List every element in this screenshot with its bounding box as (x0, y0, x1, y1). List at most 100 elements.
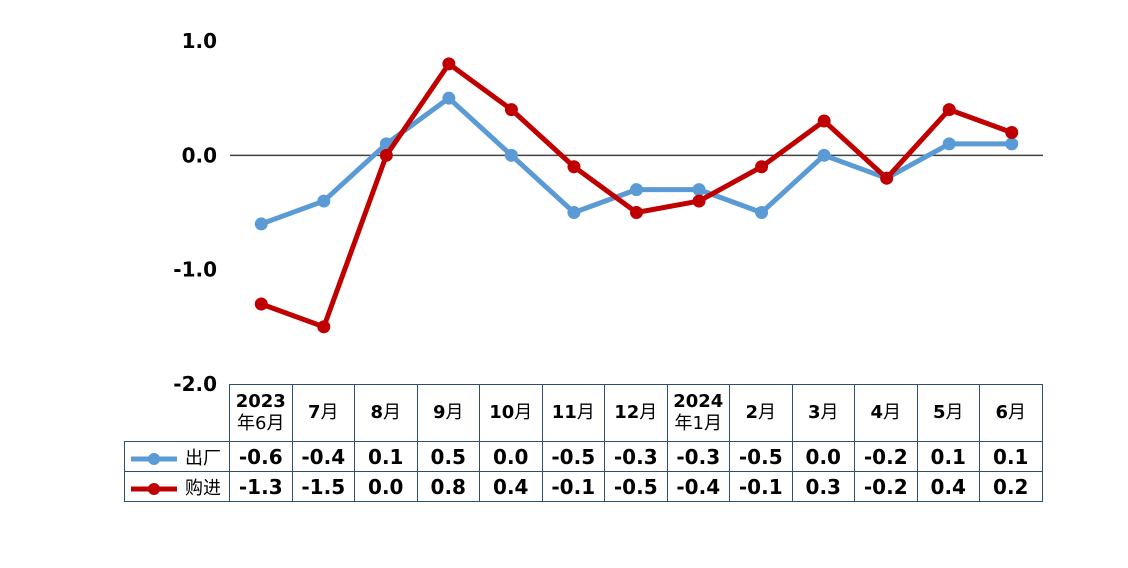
value-cell: -0.3 (604, 441, 668, 472)
category-cell: 4月 (854, 384, 918, 442)
table-corner (124, 384, 230, 442)
data-point (442, 57, 456, 71)
value-cell: 0.1 (354, 441, 418, 472)
data-point (880, 171, 894, 185)
category-unit: 月 (945, 402, 964, 423)
value-cell: 0.4 (479, 471, 543, 502)
value-cell: -0.1 (541, 471, 605, 502)
value-cell: -0.6 (229, 441, 293, 472)
data-point (817, 148, 831, 162)
value-cell: 0.1 (916, 441, 980, 472)
category-unit: 月 (383, 402, 402, 423)
legend-purchase: 购进 (124, 471, 230, 502)
data-point (942, 137, 956, 151)
value-cell: 0.8 (416, 471, 480, 502)
category-cell: 9月 (416, 384, 480, 442)
data-point (504, 148, 518, 162)
category-number: 9 (432, 402, 446, 423)
category-cell: 2024 年1月 (666, 384, 730, 442)
legend-marker-purchase (131, 482, 177, 495)
data-point (567, 160, 581, 174)
legend-label-purchase: 购进 (185, 477, 221, 499)
category-number: 2023 (235, 391, 286, 412)
series-row-factory: 出厂 -0.6 -0.4 0.1 0.5 0.0 -0.5 -0.3 -0.3 -0.5 0.0-… (124, 441, 1043, 472)
value-cell: -0.1 (729, 471, 793, 502)
y-tick-label: -1.0 (173, 258, 217, 282)
data-point (254, 217, 268, 231)
data-point (567, 206, 581, 219)
category-row: 2023 年6月 7月 8月 9月 10月 11月 12月 2024 年1月 2月 3月 4月 5月 6月 (124, 384, 1043, 442)
legend-label-factory: 出厂 (185, 447, 221, 469)
value-cell: -0.5 (541, 441, 605, 472)
category-unit: 年1月 (674, 413, 722, 434)
legend-dot (148, 482, 160, 495)
data-point (442, 91, 456, 105)
value-cell: -0.3 (666, 441, 730, 472)
series-row-purchase: 购进 -1.3 -1.5 0.0 0.8 0.4 -0.1 -0.5 -0.4 -0.1 0.3-… (124, 471, 1043, 502)
category-unit: 月 (576, 402, 595, 423)
value-cell: -0.5 (729, 441, 793, 472)
data-point (817, 114, 831, 128)
category-number: 8 (370, 402, 384, 423)
data-point (254, 297, 268, 311)
value-cell: -0.4 (666, 471, 730, 502)
category-unit: 年6月 (237, 413, 285, 434)
category-unit: 月 (320, 402, 339, 423)
category-number: 12 (614, 402, 640, 423)
data-point (317, 194, 331, 208)
series-layer (254, 57, 1019, 334)
category-number: 6 (995, 402, 1009, 423)
category-unit: 月 (514, 402, 533, 423)
category-cell: 10月 (479, 384, 543, 442)
value-cell: -1.3 (229, 471, 293, 502)
value-cell: 0.1 (979, 441, 1043, 472)
value-cell: -0.2 (854, 441, 918, 472)
value-cell: -0.5 (604, 471, 668, 502)
value-cell: -1.5 (291, 471, 355, 502)
data-point (379, 148, 393, 162)
category-number: 7 (307, 402, 321, 423)
category-number: 4 (870, 402, 884, 423)
data-point (630, 206, 643, 219)
category-number: 3 (807, 402, 821, 423)
category-cell: 8月 (354, 384, 418, 442)
category-unit: 月 (445, 402, 464, 423)
category-cell: 2月 (729, 384, 793, 442)
series-purchase (254, 57, 1019, 334)
y-tick-label: 0.0 (182, 143, 217, 167)
data-point (692, 183, 706, 197)
data-point (1005, 125, 1019, 139)
category-unit: 月 (1008, 402, 1027, 423)
category-cell: 6月 (979, 384, 1043, 442)
category-cell: 3月 (791, 384, 855, 442)
data-point (755, 206, 769, 219)
value-cell: -0.2 (854, 471, 918, 502)
value-cell: 0.0 (791, 441, 855, 472)
category-cell: 7月 (291, 384, 355, 442)
category-number: 2 (745, 402, 759, 423)
value-cell: 0.3 (791, 471, 855, 502)
category-unit: 月 (758, 402, 777, 423)
category-cell: 2023 年6月 (229, 384, 293, 442)
value-cell: 0.4 (916, 471, 980, 502)
legend-dot (148, 452, 160, 465)
category-cell: 11月 (541, 384, 605, 442)
value-cell: 0.0 (479, 441, 543, 472)
category-unit: 月 (639, 402, 658, 423)
legend-marker-factory (131, 452, 177, 465)
category-cell: 12月 (604, 384, 668, 442)
data-point (630, 183, 643, 197)
data-table: 2023 年6月 7月 8月 9月 10月 11月 12月 2024 年1月 2月 3月 4月 5月 6月 … (124, 384, 1043, 502)
value-cell: -0.4 (291, 441, 355, 472)
data-point (1005, 137, 1019, 151)
data-point (317, 320, 331, 334)
category-number: 11 (551, 402, 577, 423)
data-point (755, 160, 769, 174)
data-point (504, 103, 518, 117)
category-unit: 月 (883, 402, 902, 423)
y-axis-ticks: 1.00.0-1.0-2.0 (173, 29, 217, 396)
category-number: 2024 (673, 391, 724, 412)
value-cell: 0.0 (354, 471, 418, 502)
category-number: 10 (489, 402, 515, 423)
